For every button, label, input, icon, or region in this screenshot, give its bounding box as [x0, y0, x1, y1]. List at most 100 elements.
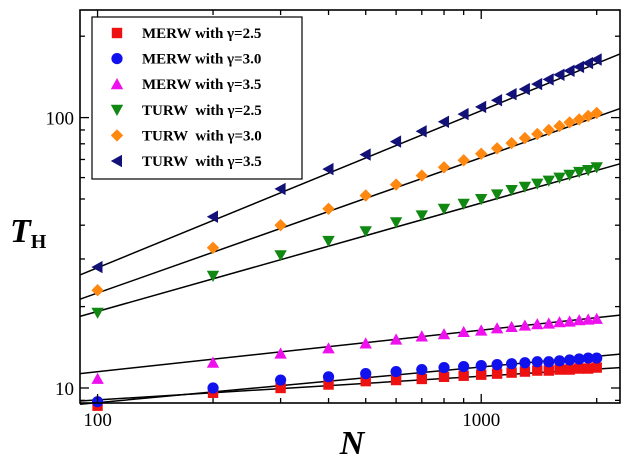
legend-marker [110, 154, 122, 168]
legend-marker [111, 53, 123, 65]
data-point [91, 372, 104, 384]
data-point [359, 189, 372, 202]
data-point [457, 107, 469, 121]
fit-line-4 [79, 163, 621, 318]
data-point [554, 364, 565, 375]
data-point [360, 375, 371, 387]
data-point [582, 165, 595, 177]
legend-label: MERW with γ=2.5 [142, 26, 261, 42]
legend-item: TURW with γ=3.0 [110, 128, 262, 144]
legend-marker [110, 129, 124, 142]
data-point [415, 125, 427, 138]
legend: MERW with γ=2.5 MERW with γ=3.0 MERW with … [91, 16, 303, 180]
data-point [573, 113, 586, 126]
data-point [582, 352, 594, 364]
data-point [590, 312, 603, 324]
data-point [531, 127, 544, 141]
data-point [490, 322, 504, 334]
legend-label: TURW with γ=3.5 [142, 154, 262, 170]
legend-marker [110, 104, 124, 116]
data-point [553, 316, 566, 328]
data-point [322, 342, 335, 354]
data-point [582, 56, 594, 70]
data-point [457, 198, 470, 210]
data-point [563, 315, 576, 327]
legend-item: TURW with γ=2.5 [110, 103, 262, 119]
data-point [416, 373, 427, 385]
legend-box [91, 16, 303, 180]
series-5 [91, 106, 603, 297]
data-point [415, 210, 428, 222]
data-point [531, 178, 544, 190]
data-point [274, 182, 286, 196]
data-point [518, 181, 532, 193]
data-point [438, 371, 450, 382]
data-point [206, 270, 220, 282]
data-point [91, 284, 104, 297]
x-tick-label: 1000 [462, 410, 500, 431]
data-point [505, 136, 518, 150]
data-point [91, 307, 104, 319]
data-point [415, 169, 428, 182]
data-point [275, 374, 287, 386]
data-point [437, 115, 449, 128]
data-point [519, 357, 531, 369]
data-point [532, 365, 543, 376]
data-point [359, 148, 371, 161]
data-point [491, 359, 503, 371]
data-point [206, 356, 220, 368]
data-point [582, 313, 595, 325]
data-point [274, 219, 287, 232]
data-point [543, 356, 555, 368]
fit-line-3 [79, 314, 621, 375]
series-6 [91, 53, 602, 274]
data-point [490, 94, 503, 107]
data-point [437, 328, 451, 340]
data-point [322, 235, 335, 248]
data-point [389, 178, 403, 191]
data-point [458, 360, 470, 373]
legend-label: MERW with γ=3.5 [142, 77, 261, 93]
data-point [476, 369, 487, 380]
data-point [505, 185, 518, 197]
data-point [389, 135, 402, 148]
y-axis-title-main: T [10, 213, 32, 250]
x-tick-label: 100 [83, 410, 112, 431]
legend-label: MERW with γ=3.0 [142, 52, 261, 68]
data-point [390, 374, 402, 386]
data-point [590, 162, 603, 174]
data-point [390, 365, 402, 378]
data-point [437, 161, 451, 174]
data-point [542, 317, 555, 329]
y-tick-labels: 10 100 [46, 109, 75, 400]
data-point [582, 363, 594, 374]
data-point [457, 154, 470, 167]
data-point [590, 53, 602, 66]
data-point [437, 203, 451, 215]
data-point [389, 217, 403, 229]
data-point [542, 73, 554, 86]
data-point [490, 189, 504, 201]
data-point [359, 337, 372, 349]
data-point [274, 347, 287, 359]
data-point [490, 142, 504, 155]
data-point [506, 367, 517, 378]
legend-item: TURW with γ=3.5 [110, 154, 262, 170]
data-point [563, 116, 576, 129]
data-point [475, 360, 487, 372]
series-4 [91, 162, 603, 319]
legend-item: MERW with γ=3.0 [111, 52, 261, 68]
data-point [438, 361, 450, 374]
data-point [322, 371, 335, 383]
data-point [475, 147, 488, 160]
data-point [457, 325, 470, 337]
axis-ticks [80, 10, 620, 403]
y-tick-label: 100 [46, 109, 75, 130]
data-point [553, 172, 566, 184]
data-point [531, 318, 544, 330]
data-point [563, 169, 576, 181]
data-point [505, 88, 517, 101]
data-point [475, 324, 488, 336]
data-point [573, 314, 586, 326]
plot-frame [79, 9, 621, 404]
